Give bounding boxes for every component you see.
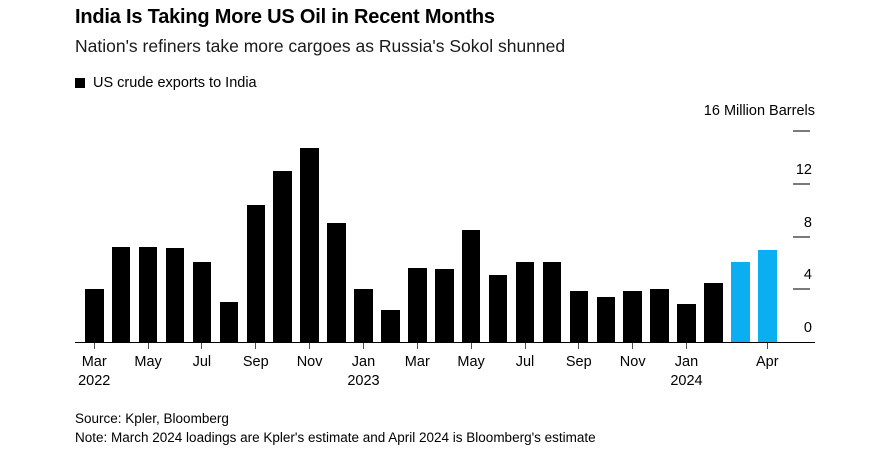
bar-mar-2023 — [408, 268, 427, 342]
x-tick-month: Sep — [242, 354, 269, 370]
bar-jun-2022 — [165, 248, 185, 342]
bar-apr-2022 — [111, 247, 131, 342]
x-tick-month: Jan — [674, 354, 699, 370]
x-tick-year: 2022 — [78, 373, 111, 389]
y-tick-dash-16 — [793, 130, 810, 132]
bar-apr-2023 — [435, 269, 454, 342]
page-title: India Is Taking More US Oil in Recent Mo… — [75, 6, 495, 28]
x-tick-month: Sep — [565, 354, 592, 370]
x-tick-label-may: May — [439, 353, 503, 372]
bar-may-2022 — [138, 247, 158, 342]
y-tick-dash-4 — [793, 288, 810, 291]
y-tick-label-0: 0 — [803, 320, 812, 336]
x-tick-label-nov: Nov — [601, 353, 665, 372]
x-tick-label-may: May — [116, 353, 180, 372]
y-axis-unit-label: 16 Million Barrels — [703, 103, 815, 119]
bar-oct-2023 — [596, 297, 615, 342]
x-tick-may — [147, 343, 149, 349]
bar-jan-2023 — [354, 289, 373, 342]
x-tick-nov — [632, 343, 634, 349]
bar-dec-2023 — [650, 289, 669, 342]
x-tick-jan-2024 — [686, 343, 687, 349]
bar-may-2023 — [461, 230, 481, 342]
x-tick-month: Jul — [192, 354, 212, 370]
y-tick-label-4: 4 — [803, 267, 812, 284]
page-subtitle: Nation's refiners take more cargoes as R… — [75, 36, 566, 56]
y-tick-dash-12 — [793, 182, 810, 185]
bar-aug-2022 — [219, 302, 239, 342]
legend-swatch-icon — [75, 78, 85, 88]
x-tick-label-jan-2023: Jan 2023 — [332, 353, 396, 391]
x-tick-label-jul: Jul — [170, 353, 234, 372]
x-tick-label-apr: Apr — [735, 353, 799, 372]
x-tick-sep — [255, 343, 257, 349]
x-tick-year: 2023 — [347, 373, 380, 389]
bar-nov-2023 — [623, 291, 642, 342]
bar-oct-2022 — [273, 171, 292, 342]
x-tick-month: Apr — [756, 354, 779, 370]
bar-nov-2022 — [300, 148, 319, 342]
bar-apr-2024 — [758, 250, 777, 342]
bar-dec-2022 — [327, 223, 346, 342]
plot-area: 12 8 4 0 Mar 2022 May Jul Sep Nov Jan 2023 Mar May Jul… — [75, 120, 815, 389]
y-tick-dash-8 — [793, 235, 810, 238]
note-text: Note: March 2024 loadings are Kpler's es… — [75, 430, 596, 445]
bar-jun-2023 — [488, 275, 508, 342]
y-tick-label-12: 12 — [795, 161, 812, 178]
x-tick-label-mar: Mar — [385, 353, 449, 372]
x-tick-label-sep: Sep — [224, 353, 288, 372]
legend: US crude exports to India — [75, 75, 257, 91]
x-tick-apr — [766, 343, 768, 349]
x-tick-mar — [416, 343, 418, 349]
x-tick-month: Jul — [515, 354, 535, 370]
bar-feb-2023 — [381, 310, 400, 342]
x-tick-month: May — [457, 354, 485, 370]
x-tick-sep — [578, 343, 580, 349]
y-tick-label-8: 8 — [803, 214, 812, 231]
x-tick-nov — [309, 343, 311, 349]
bar-sep-2023 — [569, 291, 589, 342]
x-tick-label-sep: Sep — [547, 353, 611, 372]
x-tick-month: Mar — [81, 354, 107, 370]
source-text: Source: Kpler, Bloomberg — [75, 411, 229, 426]
bar-jan-2024 — [677, 304, 696, 342]
x-axis-line — [75, 342, 815, 343]
x-tick-mar-2022 — [93, 343, 95, 349]
legend-label: US crude exports to India — [93, 75, 257, 91]
x-tick-month: Nov — [619, 354, 646, 370]
bar-mar-2024 — [731, 262, 750, 342]
bar-feb-2024 — [704, 283, 723, 342]
x-tick-jul — [524, 343, 526, 349]
x-tick-label-nov: Nov — [278, 353, 342, 372]
x-tick-label-jul: Jul — [493, 353, 557, 372]
x-tick-month: May — [134, 354, 162, 370]
bar-sep-2022 — [246, 205, 265, 342]
x-tick-month: Mar — [404, 354, 430, 370]
x-tick-month: Jan — [351, 354, 376, 370]
bar-mar-2022 — [85, 289, 104, 342]
x-tick-may — [470, 343, 472, 349]
bar-jul-2022 — [192, 262, 212, 342]
bar-jul-2023 — [515, 262, 535, 342]
x-tick-month: Nov — [296, 354, 323, 370]
x-tick-year: 2024 — [670, 373, 703, 389]
x-tick-label-mar-2022: Mar 2022 — [62, 353, 126, 391]
bar-aug-2023 — [542, 262, 562, 342]
x-tick-jan-2023 — [363, 343, 364, 349]
x-tick-label-jan-2024: Jan 2024 — [655, 353, 719, 391]
x-tick-jul — [201, 343, 203, 349]
